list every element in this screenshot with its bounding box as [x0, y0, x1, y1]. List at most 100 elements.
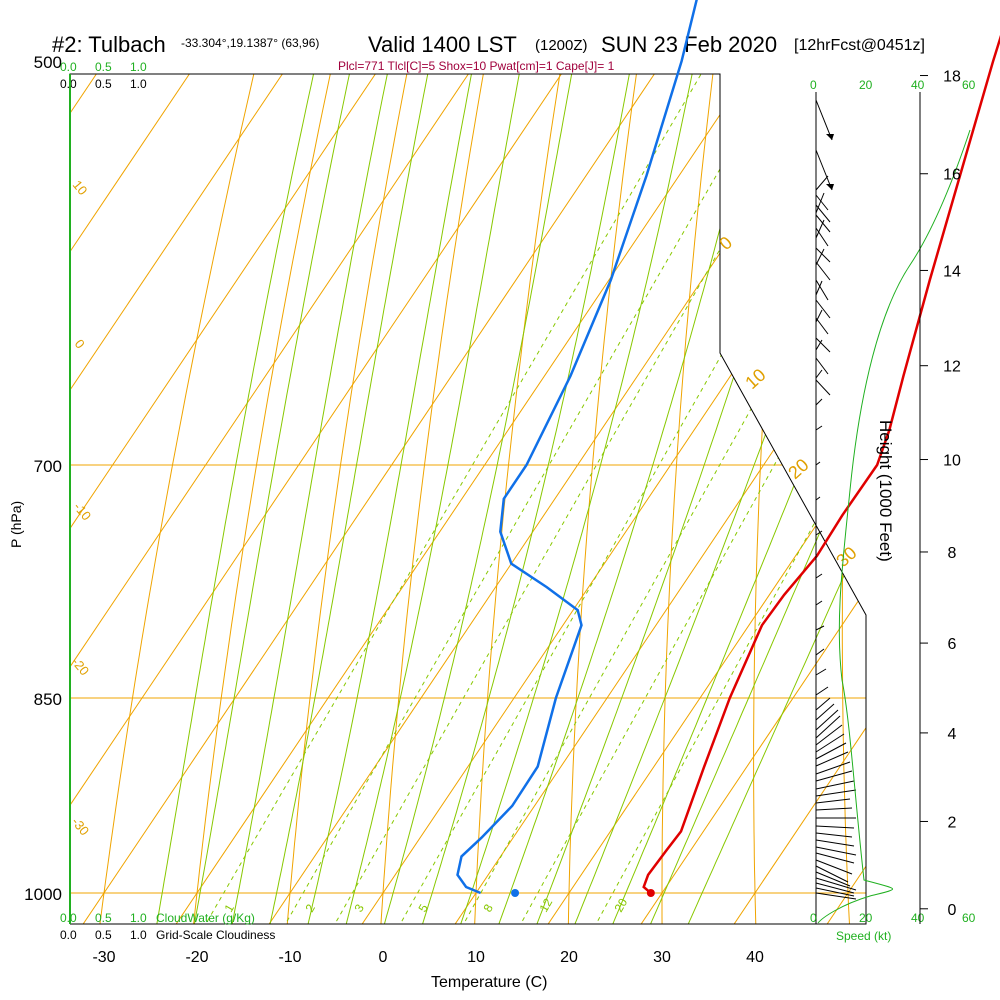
dry-adiabat-label: -30: [69, 814, 93, 838]
wind-barb: [815, 668, 827, 676]
moist-adiabat-line: [261, 74, 642, 924]
wind-barb: [815, 175, 829, 191]
isotherm-label: 10: [741, 365, 769, 393]
wind-barb: [815, 770, 853, 782]
wind-barb: [815, 625, 825, 631]
bottom-black-tick: 0.5: [95, 928, 112, 942]
wind-barb: [815, 892, 857, 900]
moist-adiabat-line: [409, 74, 814, 924]
wind-barb: [815, 751, 849, 767]
moist-adiabat-line: [223, 74, 609, 924]
wind-profile: 0 20 40 60 0 20 40 60 Speed (kt): [810, 78, 976, 943]
top-black-tick: 0.0: [60, 77, 77, 91]
isotherm-line: [70, 74, 233, 924]
temperature-tick-label: 40: [746, 949, 764, 966]
wind-barb: [815, 280, 823, 296]
isotherm-line: [521, 74, 866, 924]
speed-scale-bottom-tick: 60: [962, 911, 976, 925]
moist-adiabat-line: [484, 74, 866, 924]
height-axis-label: Height (1000 Feet): [876, 420, 895, 562]
temperature-tick-label: -10: [278, 949, 301, 966]
wind-barb: [815, 339, 823, 351]
height-tick-label: 0: [948, 902, 957, 919]
valid-date: SUN 23 Feb 2020: [601, 32, 777, 57]
wind-speed-curve: [817, 129, 971, 924]
temperature-tick-label: 0: [379, 949, 388, 966]
wind-barb: [815, 337, 831, 353]
mixing-ratio-label: 12: [536, 896, 555, 915]
bottom-black-tick: 0.0: [60, 928, 77, 942]
mixing-ratio-label: 20: [611, 896, 630, 915]
dry-adiabat-label: -20: [69, 654, 93, 678]
wind-barb: [815, 852, 855, 864]
dewpoint-profile-line: [456, 0, 698, 895]
wind-barb: [815, 882, 855, 894]
top-green-tick: 0.0: [60, 60, 77, 74]
wind-barb: [815, 573, 823, 579]
top-green-tick: 0.5: [95, 60, 112, 74]
isotherm-line: [70, 74, 326, 924]
wind-barb: [815, 871, 851, 887]
moist-adiabat-line: [558, 74, 866, 924]
wind-barbs: [815, 99, 857, 900]
wind-barb: [815, 832, 853, 838]
temperature-tick-label: 10: [467, 949, 485, 966]
temperature-tick-label: -30: [92, 949, 115, 966]
height-tick-label: 14: [943, 263, 961, 280]
temperature-tick-label: 30: [653, 949, 671, 966]
wind-barb: [815, 887, 855, 897]
surface-dewpoint-point: [511, 889, 520, 897]
moist-adiabat-line: [372, 74, 763, 924]
wind-barb: [815, 261, 831, 281]
top-black-tick: 0.5: [95, 77, 112, 91]
isotherm-line: [70, 74, 419, 924]
wind-barb: [815, 192, 825, 214]
isotherm-line: [70, 74, 866, 924]
dry-adiabat-line: [189, 74, 560, 924]
isotherm-line: [242, 74, 866, 924]
station-coords: -33.304°,19.1387° (63,96): [181, 36, 319, 50]
wind-barb-flag: [826, 184, 834, 190]
wind-barb: [815, 299, 831, 319]
top-cloud-scale: 0.0 0.5 1.0 0.0 0.5 1.0: [60, 60, 147, 91]
height-tick-label: 8: [948, 545, 957, 562]
isotherm-line: [149, 74, 866, 924]
wind-barb: [815, 600, 823, 606]
moist-adiabat-line: [447, 74, 866, 924]
moist-adiabat-line: [335, 74, 718, 924]
wind-barb: [815, 761, 851, 775]
dry-adiabat-label: 0: [72, 336, 88, 351]
wind-barb: [815, 309, 823, 323]
wind-barb: [815, 214, 831, 233]
moist-adiabat-line: [670, 74, 866, 924]
wind-barb: [815, 425, 823, 431]
moist-adiabat-line: [298, 74, 678, 924]
wind-barb: [815, 194, 829, 211]
isotherm-label: 20: [784, 455, 812, 483]
wind-barb: [815, 865, 849, 883]
top-black-tick: 1.0: [130, 77, 147, 91]
speed-scale-top-tick: 60: [962, 78, 976, 92]
bottom-cloud-scale: 0.0 0.5 1.0 CloudWater (g/Kg) 0.0 0.5 1.…: [60, 911, 275, 942]
speed-scale-top-tick: 0: [810, 78, 817, 92]
wind-barb: [815, 715, 841, 739]
pressure-ticks: 2503004005007008501000: [24, 53, 62, 904]
temperature-ticks: -30 -20 -10 0 10 20 30 40: [92, 949, 764, 966]
temperature-profile-line: [642, 34, 1000, 894]
wind-barb: [815, 227, 829, 247]
forecast-info: [12hrFcst@0451z]: [794, 37, 925, 54]
wind-barb: [815, 461, 821, 466]
wind-barb: [815, 99, 833, 141]
wind-barb: [815, 877, 857, 891]
moist-adiabat-line: [149, 74, 549, 924]
wind-barb: [815, 248, 825, 266]
height-tick-label: 2: [948, 814, 957, 831]
bottom-green-tick: 0.5: [95, 911, 112, 925]
pressure-tick-label: 500: [34, 53, 62, 72]
isotherm-line: [70, 74, 605, 924]
dry-adiabat-label: -10: [71, 499, 95, 523]
temperature-tick-label: -20: [185, 949, 208, 966]
speed-axis-label: Speed (kt): [836, 929, 891, 943]
moist-adiabat-line: [521, 74, 866, 924]
wind-barb: [815, 279, 829, 301]
